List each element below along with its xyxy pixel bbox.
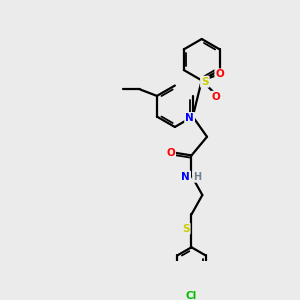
Text: N: N xyxy=(185,113,194,123)
Text: S: S xyxy=(201,77,208,87)
Text: Cl: Cl xyxy=(186,291,197,300)
Text: H: H xyxy=(193,172,201,182)
Text: Cl: Cl xyxy=(186,291,197,300)
Text: S: S xyxy=(201,77,208,87)
Text: O: O xyxy=(215,69,224,80)
Text: O: O xyxy=(212,92,220,102)
Text: H: H xyxy=(193,172,201,182)
Text: N: N xyxy=(182,172,190,182)
Text: O: O xyxy=(215,69,224,80)
Text: N: N xyxy=(185,113,194,123)
Text: O: O xyxy=(167,148,175,158)
Text: S: S xyxy=(182,224,190,234)
Text: S: S xyxy=(182,224,190,234)
Text: O: O xyxy=(167,148,175,158)
Text: O: O xyxy=(212,92,220,102)
Text: N: N xyxy=(182,172,190,182)
